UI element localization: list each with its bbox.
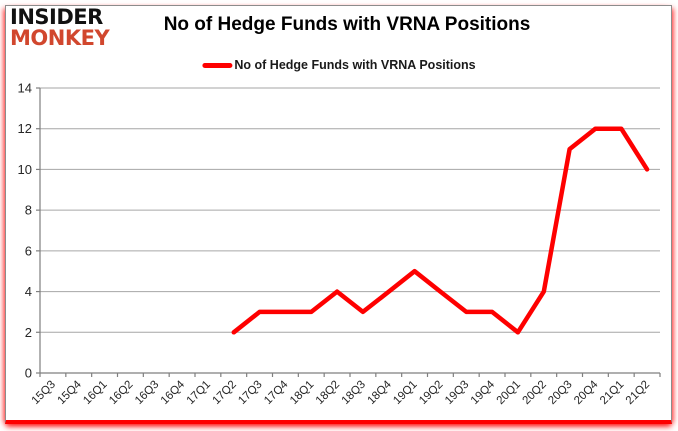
y-tick-label: 10 — [18, 162, 32, 177]
legend-line-icon — [202, 62, 233, 68]
chart-title: No of Hedge Funds with VRNA Positions — [163, 14, 531, 35]
x-tick-label: 20Q3 — [546, 379, 574, 407]
x-tick-label: 19Q4 — [469, 378, 498, 407]
logo-monkey-text: MONKEY — [10, 26, 110, 50]
x-tick-label: 17Q1 — [185, 379, 213, 407]
x-tick-label: 21Q1 — [598, 379, 626, 407]
legend-label: No of Hedge Funds with VRNA Positions — [234, 58, 476, 72]
x-tick-label: 15Q4 — [55, 378, 84, 407]
y-tick-label: 2 — [25, 325, 32, 340]
y-tick-label: 0 — [25, 366, 32, 381]
x-tick-label: 17Q3 — [236, 379, 264, 407]
x-tick-label: 18Q2 — [314, 379, 342, 407]
logo-insider-text: INSIDER — [10, 5, 103, 29]
x-tick-label: 20Q2 — [520, 379, 548, 407]
x-tick-label: 18Q4 — [365, 378, 394, 407]
x-tick-label: 16Q3 — [133, 379, 161, 407]
x-tick-label: 16Q2 — [107, 379, 135, 407]
x-tick-label: 20Q4 — [572, 378, 601, 407]
y-tick-label: 14 — [18, 81, 32, 96]
y-tick-label: 4 — [25, 284, 32, 299]
x-tick-label: 19Q1 — [391, 379, 419, 407]
x-tick-label: 18Q3 — [340, 379, 368, 407]
x-tick-label: 16Q4 — [159, 378, 188, 407]
y-tick-label: 12 — [18, 121, 32, 136]
x-tick-label: 21Q2 — [624, 379, 652, 407]
x-tick-label: 19Q3 — [443, 379, 471, 407]
x-tick-label: 19Q2 — [417, 379, 445, 407]
insider-monkey-logo: INSIDER MONKEY — [10, 5, 110, 50]
x-tick-label: 18Q1 — [288, 379, 316, 407]
y-tick-label: 8 — [25, 203, 32, 218]
x-tick-label: 20Q1 — [495, 379, 523, 407]
x-tick-label: 16Q1 — [81, 379, 109, 407]
series-line — [231, 126, 650, 335]
x-tick-label: 17Q4 — [262, 378, 291, 407]
y-tick-label: 6 — [25, 243, 32, 258]
x-tick-label: 17Q2 — [210, 379, 238, 407]
chart-frame — [5, 5, 672, 424]
x-tick-label: 15Q3 — [30, 379, 58, 407]
legend: No of Hedge Funds with VRNA Positions — [202, 58, 476, 72]
